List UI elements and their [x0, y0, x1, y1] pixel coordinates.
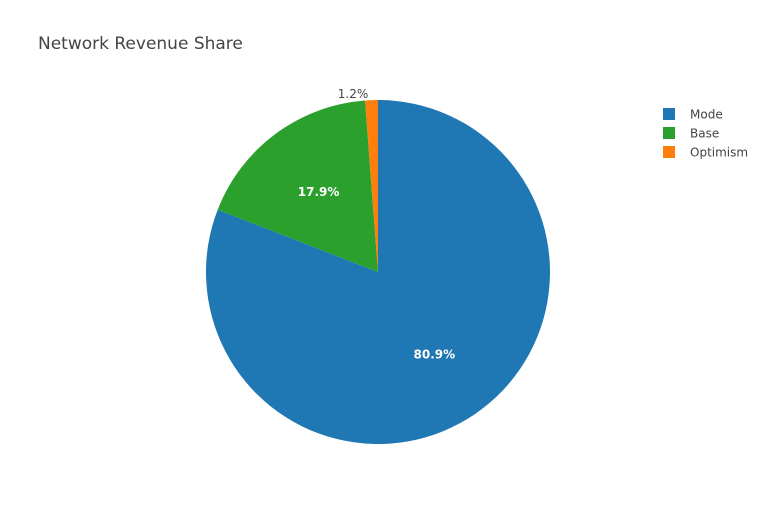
legend-item-base[interactable]: Base	[663, 127, 719, 141]
slice-label-mode: 80.9%	[414, 347, 456, 361]
slice-label-optimism: 1.2%	[338, 87, 369, 101]
legend-swatch-optimism	[663, 146, 675, 158]
pie-slice-optimism[interactable]	[365, 100, 378, 272]
legend-item-mode[interactable]: Mode	[663, 108, 723, 122]
legend-label-base: Base	[690, 127, 719, 141]
legend-label-mode: Mode	[690, 108, 723, 122]
chart-title: Network Revenue Share	[38, 34, 243, 54]
legend-swatch-mode	[663, 108, 675, 120]
pie-slice-base[interactable]	[217, 100, 378, 272]
legend-item-optimism[interactable]: Optimism	[663, 146, 748, 160]
legend-swatch-base	[663, 127, 675, 139]
legend-label-optimism: Optimism	[690, 146, 748, 160]
pie-slice-mode[interactable]	[206, 100, 551, 444]
slice-label-base: 17.9%	[298, 185, 340, 199]
